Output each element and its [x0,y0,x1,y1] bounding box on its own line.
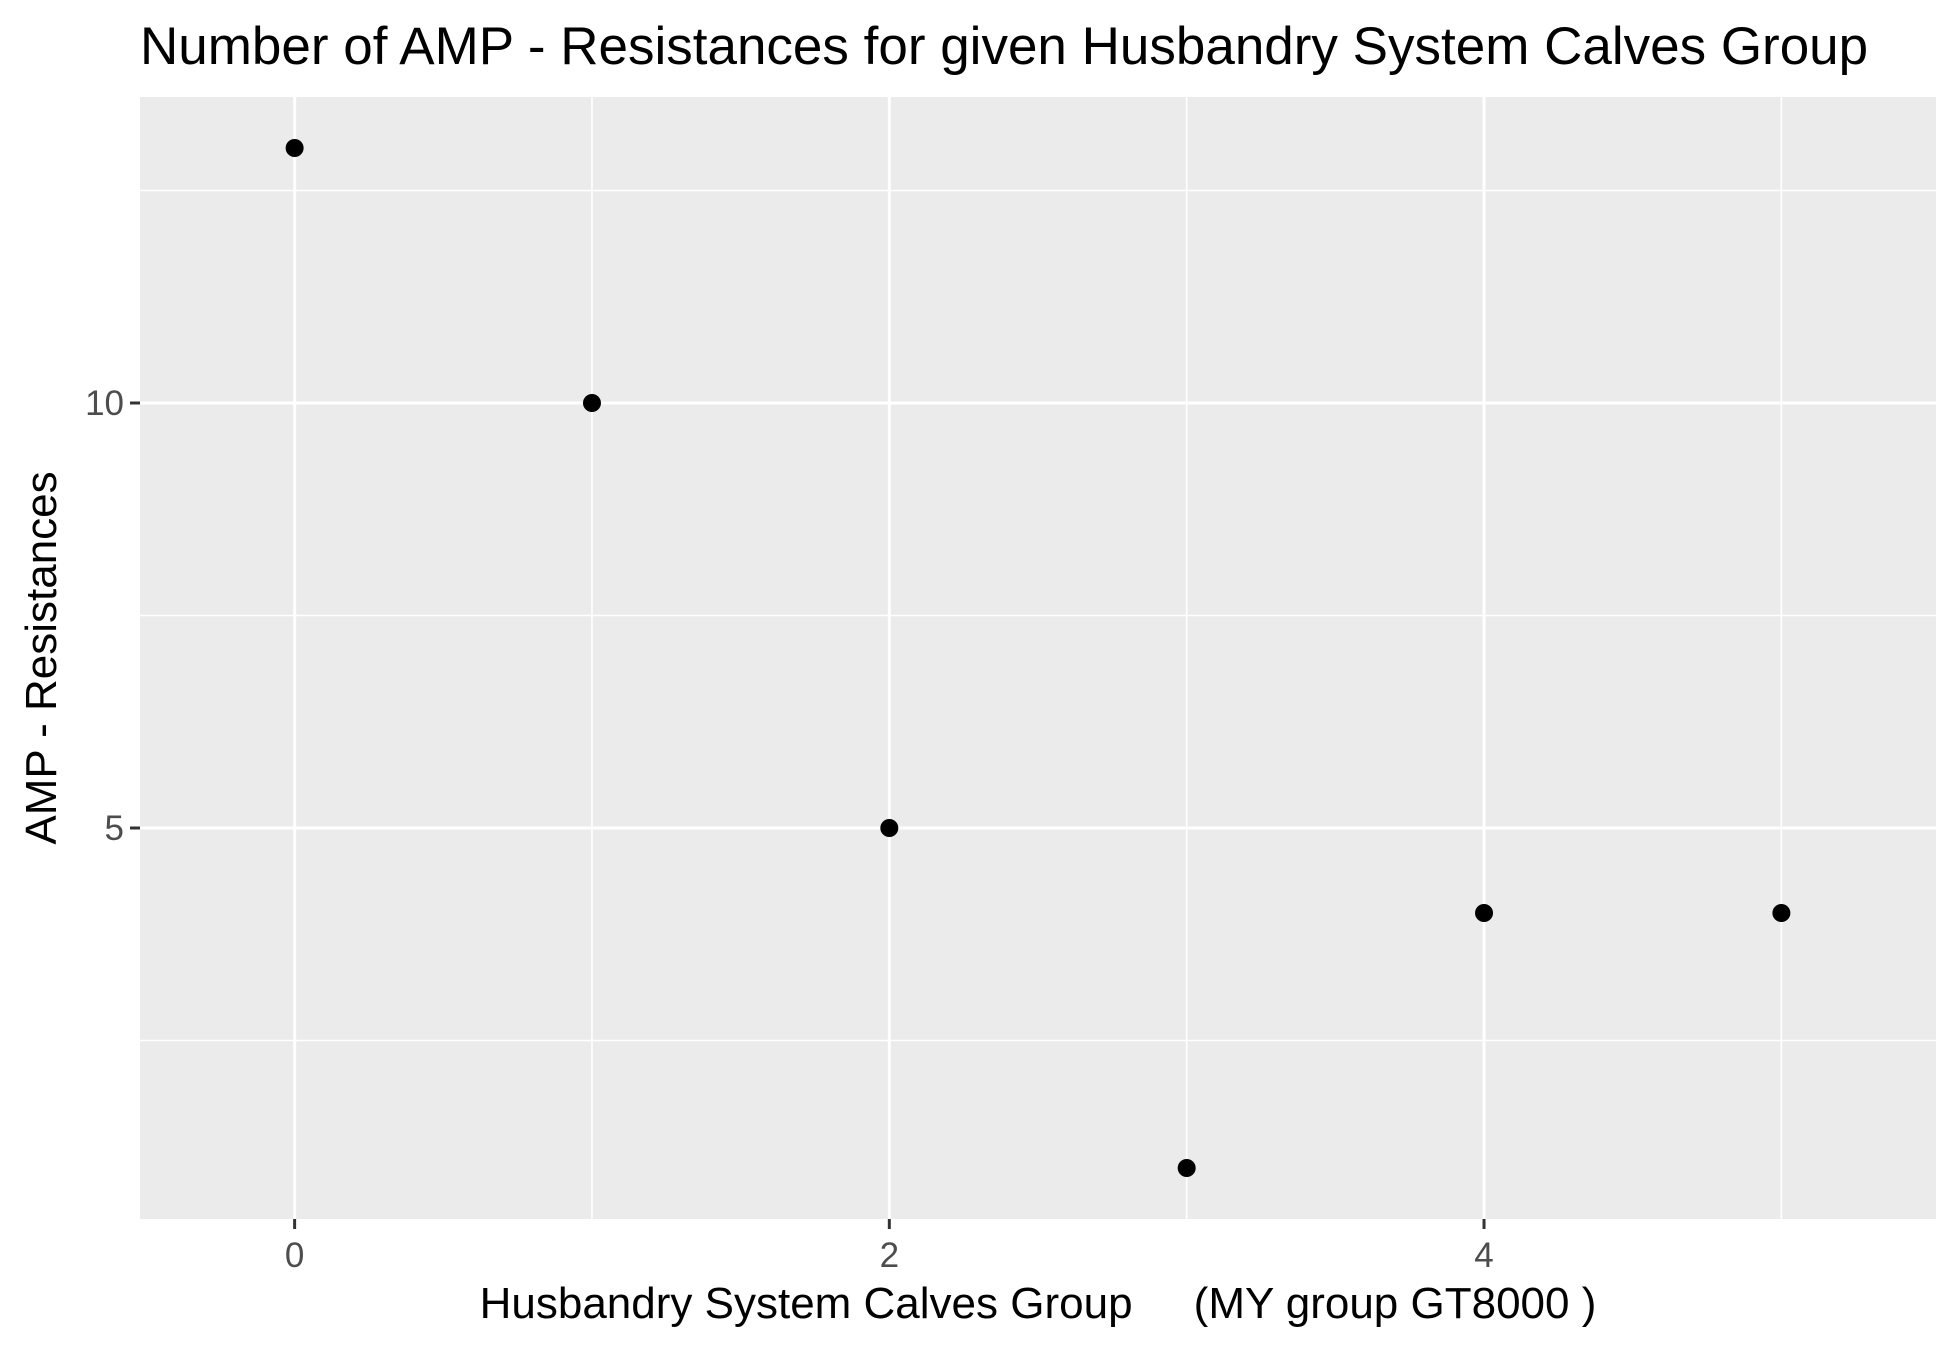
data-point [1772,904,1791,922]
x-axis-title: Husbandry System Calves Group (MY group … [480,1279,1597,1328]
data-points [285,139,1791,1177]
y-tick-label: 10 [85,384,124,423]
y-axis-title: AMP - Resistances [17,471,66,844]
major-gridlines [140,97,1936,1219]
plot-panel [140,97,1936,1219]
data-point [880,819,899,837]
x-tick-label: 2 [880,1236,899,1275]
chart-title: Number of AMP - Resistances for given Hu… [140,17,1868,76]
y-axis: 5 10 [85,384,140,848]
data-point [582,394,601,412]
data-point [285,139,304,157]
x-axis: 0 2 4 [285,1219,1494,1275]
data-point [1475,904,1494,922]
x-tick-label: 4 [1474,1236,1493,1275]
data-point [1177,1159,1196,1177]
y-tick-label: 5 [105,809,124,848]
minor-gridlines [140,97,1936,1219]
x-tick-label: 0 [285,1236,304,1275]
